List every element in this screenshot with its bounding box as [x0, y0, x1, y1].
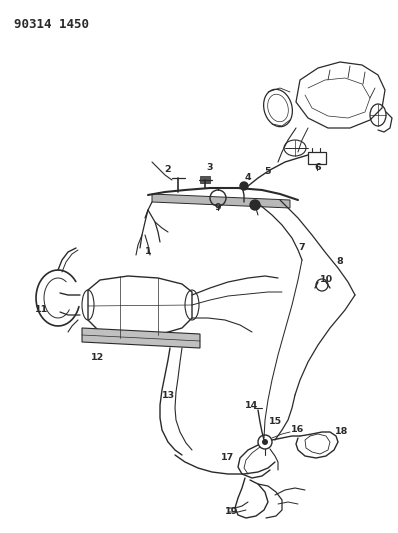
Text: 12: 12 [92, 353, 105, 362]
Text: 7: 7 [298, 244, 305, 253]
Text: 13: 13 [162, 391, 175, 400]
Text: 11: 11 [35, 305, 49, 314]
Text: 10: 10 [320, 276, 333, 285]
Bar [308, 152, 326, 164]
Text: 2: 2 [165, 166, 171, 174]
Text: 17: 17 [221, 454, 235, 463]
Bar [200, 176, 210, 183]
Text: 3: 3 [207, 164, 213, 173]
Text: 5: 5 [265, 167, 271, 176]
Circle shape [250, 200, 260, 210]
Text: 1: 1 [145, 247, 151, 256]
Text: 18: 18 [335, 427, 349, 437]
Polygon shape [152, 194, 290, 208]
Circle shape [262, 439, 268, 445]
Text: 15: 15 [268, 417, 281, 426]
Text: 6: 6 [315, 164, 321, 173]
Text: 14: 14 [246, 401, 259, 410]
Polygon shape [82, 328, 200, 348]
Text: 4: 4 [245, 174, 251, 182]
Text: 90314 1450: 90314 1450 [14, 18, 89, 31]
Text: 8: 8 [337, 257, 343, 266]
Circle shape [240, 182, 248, 190]
Text: 19: 19 [225, 507, 239, 516]
Text: 9: 9 [215, 204, 221, 213]
Text: 16: 16 [291, 425, 304, 434]
